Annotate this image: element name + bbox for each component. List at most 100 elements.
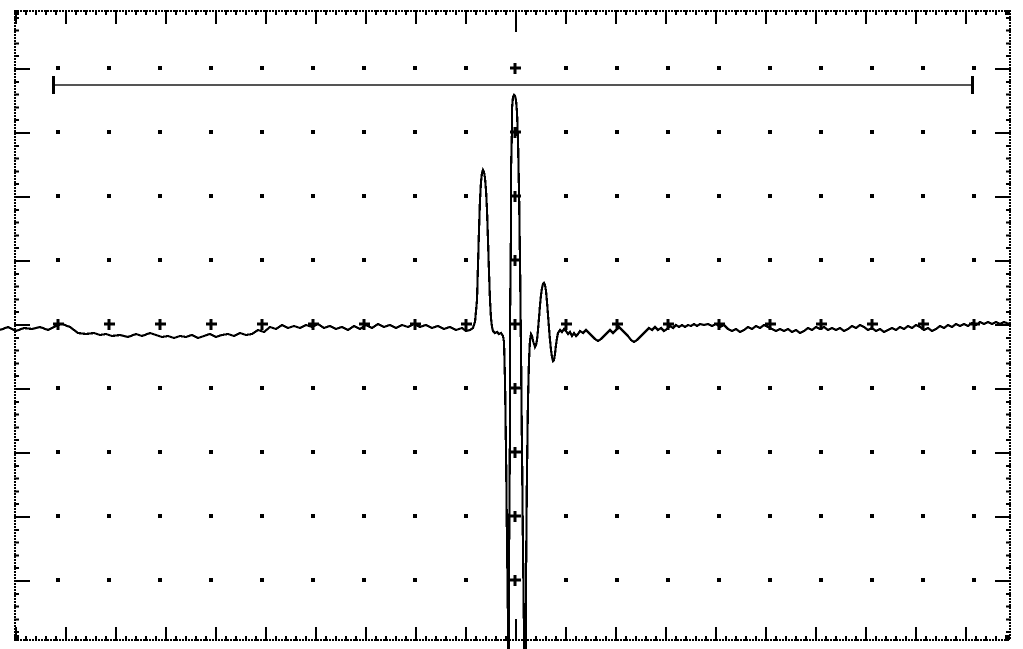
border-dot-right <box>1009 217 1011 219</box>
border-dot-bottom <box>518 639 520 641</box>
border-dot-right <box>1009 433 1011 435</box>
border-corner <box>14 10 19 15</box>
tick-major-top <box>965 10 967 24</box>
tick-major-top <box>815 10 817 24</box>
tick-minor-bottom <box>855 636 857 641</box>
border-dot-top <box>752 10 754 12</box>
border-dot-bottom <box>137 639 139 641</box>
border-dot-bottom <box>587 639 589 641</box>
border-dot-bottom <box>203 639 205 641</box>
graticule-dot <box>564 258 568 262</box>
graticule-dot <box>464 130 468 134</box>
graticule-dot <box>666 578 670 582</box>
border-dot-bottom <box>878 639 880 641</box>
border-dot-top <box>473 10 475 12</box>
border-dot-left <box>14 136 16 138</box>
tick-minor-left <box>14 349 19 352</box>
border-dot-bottom <box>593 639 595 641</box>
border-dot-bottom <box>437 639 439 641</box>
border-dot-left <box>14 46 16 48</box>
border-dot-bottom <box>209 639 211 641</box>
axis-cross-vertical <box>513 575 517 586</box>
border-dot-right <box>1009 121 1011 123</box>
border-dot-top <box>80 10 82 12</box>
border-dot-top <box>569 10 571 12</box>
tick-major-top <box>565 10 567 24</box>
border-dot-top <box>239 10 241 12</box>
border-dot-top <box>401 10 403 12</box>
border-dot-bottom <box>467 639 469 641</box>
border-dot-left <box>14 508 16 510</box>
tick-minor-left <box>14 605 19 608</box>
border-dot-bottom <box>287 639 289 641</box>
border-dot-top <box>602 10 604 12</box>
cursor-left-endcap[interactable] <box>52 76 55 94</box>
border-dot-right <box>1009 526 1011 528</box>
graticule-dot <box>564 130 568 134</box>
tick-minor-bottom <box>75 636 77 641</box>
border-dot-top <box>329 10 331 12</box>
tick-minor-left <box>14 477 19 480</box>
tick-major-top <box>265 10 267 24</box>
border-dot-bottom <box>953 639 955 641</box>
border-dot-top <box>623 10 625 12</box>
tick-minor-left <box>14 144 19 147</box>
graticule-dot <box>666 130 670 134</box>
tick-minor-right <box>1006 349 1011 352</box>
tick-minor-left <box>14 16 19 19</box>
tick-minor-bottom <box>225 636 227 641</box>
border-dot-top <box>209 10 211 12</box>
tick-minor-right <box>1006 80 1011 83</box>
tick-minor-right <box>1006 554 1011 557</box>
tick-minor-top <box>805 10 807 15</box>
graticule-dot <box>311 386 315 390</box>
border-dot-bottom <box>563 639 565 641</box>
border-dot-top <box>587 10 589 12</box>
tick-minor-top <box>985 10 987 15</box>
border-dot-bottom <box>617 639 619 641</box>
border-dot-right <box>1009 112 1011 114</box>
tick-major-bottom <box>765 627 767 641</box>
cursor-right-endcap[interactable] <box>971 76 974 94</box>
border-dot-top <box>908 10 910 12</box>
border-dot-right <box>1009 469 1011 471</box>
border-dot-right <box>1009 205 1011 207</box>
border-dot-bottom <box>917 639 919 641</box>
cursor-bar[interactable] <box>53 84 972 86</box>
tick-major-top <box>865 10 867 24</box>
border-dot-bottom <box>710 639 712 641</box>
graticule-dot <box>666 258 670 262</box>
border-dot-bottom <box>911 639 913 641</box>
border-dot-left <box>14 34 16 36</box>
border-dot-bottom <box>779 639 781 641</box>
tick-major-top <box>465 10 467 24</box>
border-dot-top <box>668 10 670 12</box>
border-dot-top <box>452 10 454 12</box>
border-dot-bottom <box>89 639 91 641</box>
border-dot-left <box>14 88 16 90</box>
border-dot-top <box>212 10 214 12</box>
border-dot-bottom <box>143 639 145 641</box>
measurement-cursor-group[interactable] <box>52 76 974 94</box>
border-dot-bottom <box>503 639 505 641</box>
border-dot-bottom <box>161 639 163 641</box>
tick-major-right <box>995 324 1011 326</box>
border-dot-left <box>14 466 16 468</box>
border-dot-top <box>689 10 691 12</box>
border-dot-left <box>14 565 16 567</box>
border-dot-left <box>14 409 16 411</box>
border-dot-right <box>1009 28 1011 30</box>
border-dot-bottom <box>962 639 964 641</box>
graticule-dot <box>972 194 976 198</box>
tick-major-top <box>665 10 667 24</box>
border-dot-top <box>149 10 151 12</box>
border-dot-top <box>281 10 283 12</box>
border-dot-left <box>14 553 16 555</box>
tick-minor-left <box>14 490 19 493</box>
border-dot-top <box>869 10 871 12</box>
tick-major-bottom <box>515 619 517 641</box>
border-dot-top <box>728 10 730 12</box>
border-dot-right <box>1009 331 1011 333</box>
graticule-dot <box>768 578 772 582</box>
